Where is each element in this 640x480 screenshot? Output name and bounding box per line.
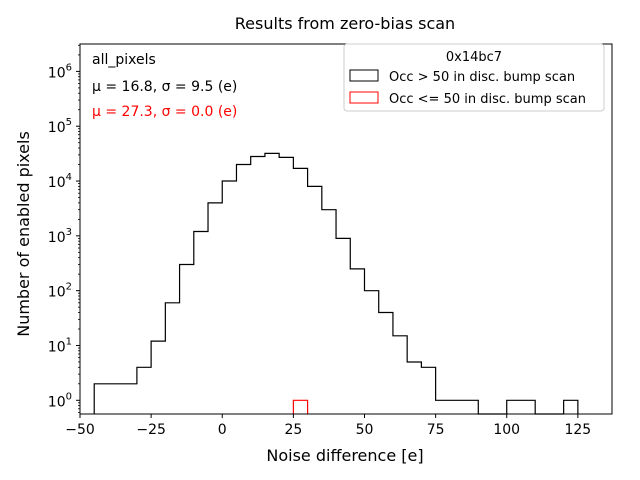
histogram-bin <box>421 367 435 414</box>
histogram-bin <box>180 265 194 414</box>
annotation-dataset: all_pixels <box>92 52 156 68</box>
histogram-bin <box>265 153 279 414</box>
histogram-bin <box>336 238 350 414</box>
y-axis-label: Number of enabled pixels <box>14 131 33 337</box>
histogram-bin <box>393 336 407 414</box>
histogram-bin <box>436 400 479 414</box>
series-occ-gt-50 <box>93 152 579 415</box>
x-axis-label: Noise difference [e] <box>266 446 423 465</box>
histogram-bin <box>350 269 364 414</box>
histogram-bin <box>293 400 307 414</box>
x-tick-label: 100 <box>493 422 520 438</box>
histogram-bin <box>222 181 236 414</box>
x-tick-label: 125 <box>564 422 591 438</box>
y-tick-label: 101 <box>48 336 72 355</box>
annotation-red-stats: μ = 27.3, σ = 0.0 (e) <box>92 104 237 120</box>
histogram-bin <box>507 400 535 414</box>
histogram-bin <box>165 303 179 414</box>
x-tick-label: 50 <box>356 422 374 438</box>
legend-swatch-red <box>349 91 379 104</box>
histogram-bin <box>279 157 293 414</box>
histogram-outline <box>292 399 309 414</box>
x-tick-label: 25 <box>284 422 302 438</box>
histogram-bin <box>137 367 151 414</box>
histogram-bin <box>94 384 137 414</box>
chart-title: Results from zero-bias scan <box>235 14 455 33</box>
histogram-bin <box>322 210 336 414</box>
x-tick-label: −50 <box>65 422 95 438</box>
y-tick-label: 105 <box>48 117 72 136</box>
legend-swatch-black <box>349 69 379 82</box>
y-tick-label: 102 <box>48 282 72 301</box>
y-tick-label: 106 <box>48 62 72 81</box>
x-tick-label: 75 <box>427 422 445 438</box>
annotation-main-stats: μ = 16.8, σ = 9.5 (e) <box>92 79 237 95</box>
histogram-outline <box>93 152 579 415</box>
histogram-bin <box>407 362 421 414</box>
y-axis-ticks: 100 101 102 103 104 105 106 <box>48 44 80 413</box>
histogram-bin <box>364 291 378 414</box>
y-tick-label: 104 <box>48 172 72 191</box>
legend-title: 0x14bc7 <box>446 50 502 65</box>
y-tick-label: 103 <box>48 227 72 246</box>
histogram-bin <box>236 165 250 414</box>
legend-frame <box>343 43 605 112</box>
histogram-bin <box>251 157 265 414</box>
legend-entry-occ-gt-50: Occ > 50 in disc. bump scan <box>389 70 575 85</box>
legend-entry-occ-le-50: Occ <= 50 in disc. bump scan <box>389 92 586 107</box>
x-tick-label: −25 <box>136 422 166 438</box>
series-occ-le-50 <box>292 399 309 414</box>
legend: 0x14bc7 Occ > 50 in disc. bump scan Occ … <box>343 43 605 112</box>
histogram-bin <box>208 203 222 414</box>
x-tick-label: 0 <box>218 422 227 438</box>
histogram-bin <box>293 168 307 414</box>
histogram-bin <box>151 341 165 414</box>
histogram-bin <box>379 312 393 414</box>
histogram-bin <box>308 186 322 414</box>
histogram-bin <box>564 400 578 414</box>
x-axis-ticks: −50 −25 0 25 50 75 100 125 <box>65 414 591 438</box>
stats-annotations: all_pixels μ = 16.8, σ = 9.5 (e) μ = 27.… <box>92 52 237 120</box>
y-tick-label: 100 <box>48 391 72 410</box>
histogram-bin <box>194 232 208 414</box>
